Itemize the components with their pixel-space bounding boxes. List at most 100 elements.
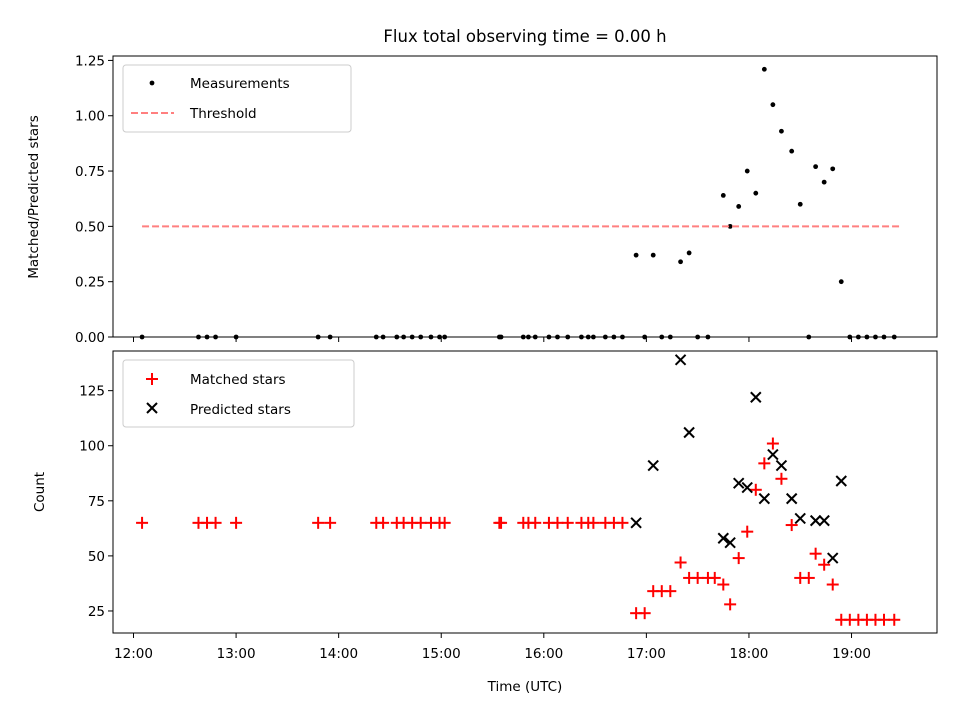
matched-stars-point (638, 607, 651, 620)
measurement-point (213, 334, 218, 340)
ratio-legend-box (122, 64, 352, 133)
matched-stars-point (561, 516, 574, 529)
measurement-point (204, 334, 210, 340)
count-y-ticks: 25 50 75 100 125 (79, 384, 113, 620)
measurement-point (315, 334, 321, 340)
measurement-point (590, 334, 596, 340)
measurement-point (744, 168, 750, 174)
measurement-point (418, 334, 424, 340)
x-axis-label: Time (UTC) (487, 679, 563, 695)
predicted-stars-point (732, 477, 745, 489)
measurement-point (233, 334, 239, 340)
measurement-point (864, 334, 870, 340)
matched-stars-point (878, 613, 891, 626)
measurement-point (409, 334, 415, 340)
matched-stars-point (495, 516, 508, 529)
measurement-point (686, 250, 692, 256)
predicted-stars-point (683, 426, 695, 439)
y-tick-label: 1.00 (75, 109, 105, 125)
measurement-point (602, 334, 608, 340)
measurement-point (770, 102, 776, 108)
matched-stars-point (438, 516, 451, 529)
legend-predicted-marker (146, 402, 158, 414)
y-tick-label: 1.25 (75, 53, 105, 69)
legend-measurements-label: Measurements (190, 76, 290, 92)
ratio-marks (139, 66, 900, 340)
measurement-point (532, 334, 538, 340)
measurement-point (620, 334, 625, 340)
y-tick-label: 0.00 (75, 330, 105, 346)
y-tick-label: 50 (88, 549, 105, 565)
predicted-stars-point (674, 354, 687, 366)
legend-predicted-label: Predicted stars (190, 402, 291, 418)
measurement-point (579, 334, 584, 340)
matched-stars-point (324, 516, 337, 529)
matched-stars-point (741, 525, 754, 538)
predicted-stars-point (630, 517, 642, 529)
measurement-point (891, 334, 897, 340)
measurement-point (659, 334, 665, 340)
measurement-point (650, 252, 656, 258)
matched-stars-point (775, 472, 788, 485)
matched-stars-point (749, 483, 762, 496)
matched-stars-point (674, 556, 687, 569)
measurement-point (401, 334, 407, 340)
predicted-stars-point (827, 552, 839, 564)
matched-stars-point (826, 578, 839, 591)
measurement-point (394, 334, 400, 340)
ratio-y-ticks: 0.00 0.25 0.50 0.75 1.00 1.25 (75, 53, 113, 346)
matched-stars-point (732, 552, 745, 565)
ratio-legend: Measurements Threshold (122, 64, 352, 133)
measurement-point (813, 164, 819, 170)
legend-matched-label: Matched stars (190, 372, 286, 388)
predicted-stars-point (794, 512, 806, 525)
measurement-point (139, 334, 145, 340)
measurement-point (753, 190, 759, 196)
predicted-stars-point (809, 514, 822, 527)
y-tick-label: 0.50 (75, 219, 105, 235)
measurement-point (546, 334, 552, 340)
ratio-y-axis-label: Matched/Predicted stars (26, 115, 42, 278)
measurement-point (720, 192, 726, 198)
predicted-stars-point (835, 475, 847, 487)
measurement-point (821, 179, 827, 185)
measurement-point (806, 334, 812, 340)
count-marks (136, 354, 901, 626)
measurement-point (667, 334, 673, 340)
measurement-point (611, 334, 617, 340)
legend-measurements-marker (149, 80, 155, 86)
measurement-point (327, 334, 333, 340)
measurement-point (881, 334, 887, 340)
matched-stars-point (724, 598, 737, 611)
y-tick-label: 0.25 (75, 275, 105, 291)
matched-stars-point (758, 457, 771, 470)
measurement-point (779, 128, 784, 134)
matched-stars-point (551, 516, 564, 529)
measurement-point (797, 201, 803, 207)
ratio-panel: Matched/Predicted stars 0.00 0.25 0.50 0.75… (26, 53, 938, 346)
predicted-stars-point (647, 459, 659, 472)
measurement-point (526, 334, 531, 340)
measurement-point (520, 334, 526, 340)
predicted-stars-point (741, 481, 753, 494)
measurement-point (727, 223, 733, 229)
matched-stars-point (312, 516, 325, 529)
count-legend: Matched stars Predicted stars (122, 359, 355, 428)
measurement-point (196, 334, 201, 340)
predicted-stars-point (775, 459, 788, 472)
x-tick-label: 19:00 (832, 646, 871, 662)
measurement-point (633, 252, 639, 258)
matched-stars-point (717, 578, 730, 591)
x-tick-label: 13:00 (217, 646, 256, 662)
legend-matched-marker (146, 373, 158, 385)
matched-stars-point (230, 516, 243, 529)
y-tick-label: 125 (79, 384, 105, 400)
matched-stars-point (414, 516, 427, 529)
x-tick-label: 15:00 (422, 646, 461, 662)
measurement-point (585, 334, 591, 340)
measurement-point (695, 334, 701, 340)
matched-stars-point (708, 571, 721, 584)
matched-stars-point (818, 558, 831, 571)
